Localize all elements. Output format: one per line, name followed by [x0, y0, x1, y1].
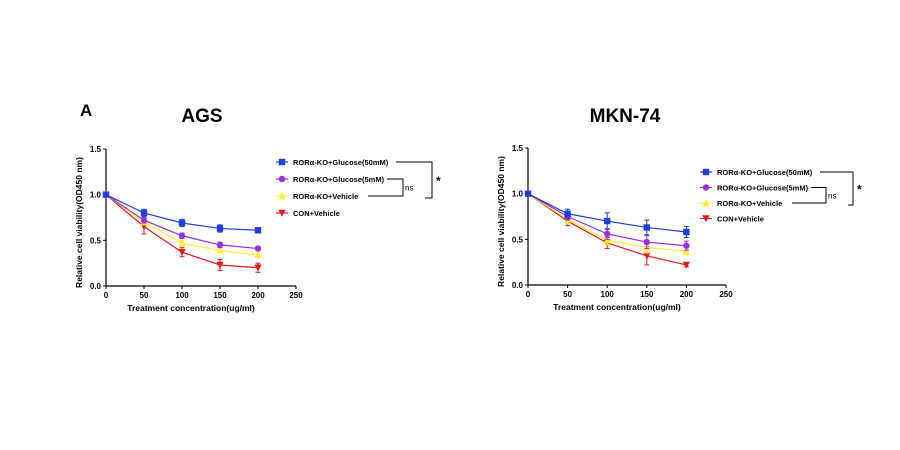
data-point	[216, 241, 224, 249]
data-point	[643, 252, 651, 260]
legend: RORα-KO+Glucose(50mM) RORα-KO+Glucose(5mM…	[700, 168, 813, 224]
panel-label: A	[80, 101, 92, 120]
x-tick-label: 0	[526, 290, 531, 299]
legend-marker	[278, 158, 286, 166]
data-point	[254, 245, 262, 252]
data-point	[524, 190, 532, 197]
data-point	[216, 261, 224, 269]
series-ko-vehicle	[102, 190, 262, 259]
data-point	[254, 251, 262, 259]
data-point	[604, 217, 611, 225]
bracket-ns-label: ns	[828, 191, 836, 200]
legend-item: CON+Vehicle	[700, 215, 764, 224]
legend-item: RORα-KO+Glucose(50mM)	[700, 168, 813, 177]
series-con-vehicle	[102, 191, 262, 273]
y-tick-label: 1.0	[90, 191, 102, 200]
legend-item: RORα-KO+Glucose(5mM)	[276, 175, 385, 184]
data-point	[643, 238, 650, 246]
x-tick-label: 50	[563, 290, 572, 299]
y-tick-label: 1.0	[512, 190, 524, 199]
legend-marker	[702, 184, 710, 191]
x-axis-label: Treatment concentration(ug/ml)	[127, 303, 255, 313]
data-point	[178, 249, 186, 257]
bracket-ns	[792, 187, 827, 204]
chart-mkn-74: MKN-74 0 50 100 150 200 250 0.0 0.5 1.0 1.5 Treatm…	[496, 106, 862, 312]
legend-marker	[278, 175, 286, 183]
data-point	[682, 247, 690, 255]
x-axis-label: Treatment concentration(ug/ml)	[553, 302, 681, 312]
data-point	[604, 230, 611, 238]
data-point	[178, 219, 186, 227]
legend-marker	[702, 199, 710, 207]
x-tick-label: 250	[289, 291, 303, 300]
data-point	[254, 264, 262, 272]
data-point	[216, 246, 224, 254]
legend-item: RORα-KO+Vehicle	[276, 192, 358, 201]
x-tick-label: 100	[175, 291, 189, 300]
x-tick-label: 200	[251, 291, 265, 300]
bracket-star-label: *	[857, 183, 862, 197]
significance-brackets: ns *	[792, 171, 862, 206]
legend-label: RORα-KO+Glucose(50mM)	[717, 168, 813, 177]
data-point	[564, 210, 571, 217]
bracket-ns	[368, 178, 404, 197]
legend-label: RORα-KO+Vehicle	[717, 199, 782, 208]
legend-item: RORα-KO+Glucose(5mM)	[700, 184, 809, 193]
data-point	[643, 224, 650, 231]
data-point	[140, 209, 148, 217]
bracket-star	[396, 161, 433, 199]
bracket-star-label: *	[436, 174, 441, 188]
bracket-star	[820, 171, 854, 206]
data-point	[216, 225, 224, 232]
chart-ags: AGS 0 50 100 150 200 250 0.0 0.5 1.0 1.5 Treatment…	[74, 106, 441, 313]
data-point	[102, 191, 110, 198]
data-point	[603, 236, 611, 244]
bracket-ns-label: ns	[405, 184, 413, 193]
x-tick-label: 0	[104, 291, 109, 300]
series-glucose-50mm	[524, 190, 690, 239]
data-point	[178, 232, 186, 239]
y-tick-label: 1.5	[90, 145, 102, 154]
legend-label: CON+Vehicle	[717, 215, 764, 224]
legend-label: RORα-KO+Glucose(5mM)	[717, 184, 809, 193]
chart-title: MKN-74	[590, 106, 661, 127]
x-tick-label: 200	[680, 290, 694, 299]
legend-label: RORα-KO+Vehicle	[293, 192, 358, 201]
x-tick-label: 100	[601, 290, 615, 299]
legend-item: RORα-KO+Vehicle	[700, 199, 782, 208]
x-tick-label: 150	[213, 291, 227, 300]
legend-label: RORα-KO+Glucose(5mM)	[293, 175, 385, 184]
data-point	[140, 217, 148, 224]
legend-marker	[278, 209, 286, 217]
legend-item: CON+Vehicle	[276, 209, 340, 218]
y-tick-label: 0.0	[90, 282, 102, 291]
legend-marker	[702, 168, 710, 176]
data-point	[683, 228, 690, 236]
y-tick-label: 1.5	[512, 144, 524, 153]
legend-label: CON+Vehicle	[293, 209, 340, 218]
data-point	[683, 242, 690, 249]
x-tick-label: 50	[140, 291, 149, 300]
chart-title: AGS	[181, 106, 222, 127]
data-point	[178, 239, 186, 247]
x-tick-label: 250	[719, 290, 733, 299]
legend: RORα-KO+Glucose(50mM) RORα-KO+Glucose(5mM…	[276, 158, 389, 218]
series-glucose-50mm	[102, 191, 262, 234]
y-tick-label: 0.0	[512, 281, 524, 290]
legend-item: RORα-KO+Glucose(50mM)	[276, 158, 389, 167]
y-axis-label: Relative cell viability(OD450 nm)	[74, 157, 84, 288]
legend-marker	[702, 215, 710, 223]
legend-marker	[278, 192, 286, 200]
y-tick-label: 0.5	[90, 236, 102, 245]
x-tick-label: 150	[640, 290, 654, 299]
data-point	[254, 227, 262, 234]
significance-brackets: ns *	[368, 161, 441, 199]
y-axis-label: Relative cell viability(OD450 nm)	[496, 156, 506, 287]
y-tick-label: 0.5	[512, 235, 524, 244]
data-point	[682, 261, 690, 269]
legend-label: RORα-KO+Glucose(50mM)	[293, 158, 389, 167]
